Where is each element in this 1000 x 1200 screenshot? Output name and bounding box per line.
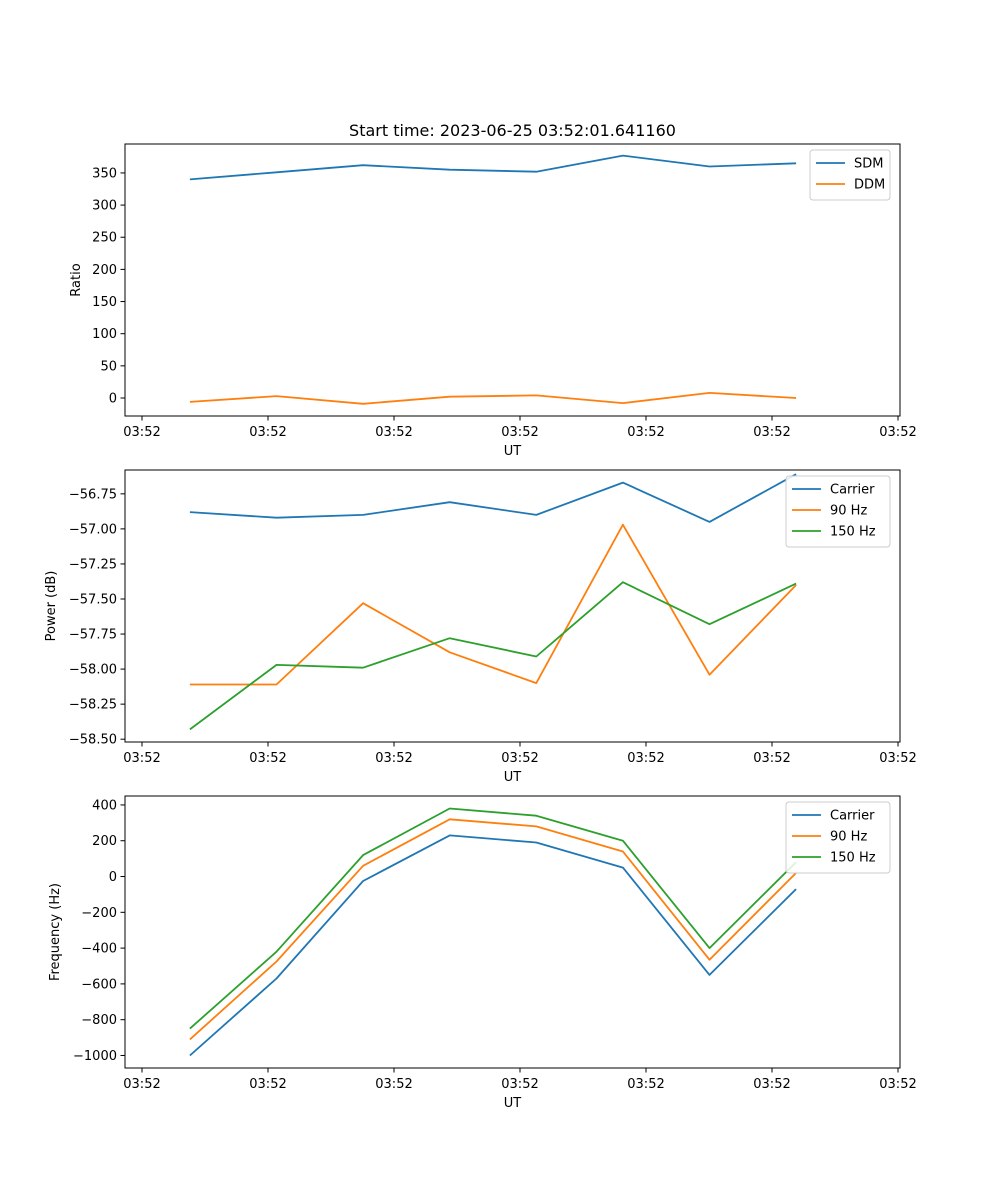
frequency-panel: −1000 −800 −600 −400 −200 0 200 400 03:52 03:52 03…: [48, 795, 917, 1111]
ratio-panel: 0 50 100 150 200 250 300 350 03:52 03:52 03:52 03:5…: [69, 143, 917, 459]
y-tick-label: −57.25: [69, 557, 117, 572]
series-line-carrier: [189, 473, 797, 523]
x-tick-label: 03:52: [753, 425, 790, 440]
y-tick-label: 350: [92, 166, 117, 181]
axes-frame: [124, 795, 901, 1069]
legend-label: 150 Hz: [830, 851, 876, 866]
x-tick-label: 03:52: [753, 1077, 790, 1092]
y-tick-label: 100: [92, 327, 117, 342]
x-tick-label: 03:52: [501, 425, 538, 440]
x-tick-label: 03:52: [879, 1077, 916, 1092]
y-tick-label: 0: [109, 391, 117, 406]
y-tick-label: −1000: [73, 1049, 117, 1064]
y-tick-label: 150: [92, 295, 117, 310]
x-tick-label: 03:52: [501, 1077, 538, 1092]
x-tick-label: 03:52: [375, 751, 412, 766]
y-tick-label: 400: [92, 798, 117, 813]
series-line-ddm: [189, 391, 797, 405]
x-tick-label: 03:52: [123, 1077, 160, 1092]
series-line-carrier: [189, 834, 797, 1057]
y-tick-label: 0: [109, 870, 117, 885]
y-tick-label: −400: [81, 942, 117, 957]
x-tick-label: 03:52: [123, 751, 160, 766]
x-tick-label: 03:52: [879, 425, 916, 440]
axes-frame: [124, 469, 901, 743]
x-tick-label: 03:52: [627, 425, 664, 440]
y-tick-label: 200: [92, 263, 117, 278]
y-tick-label: 200: [92, 834, 117, 849]
power-panel: −58.50 −58.25 −58.00 −57.75 −57.50 −57.25 −57.…: [44, 469, 917, 785]
x-tick-label: 03:52: [879, 751, 916, 766]
legend-label: 150 Hz: [830, 525, 876, 540]
series-line-90-hz: [189, 523, 797, 686]
legend-box: [785, 801, 891, 874]
legend-label: DDM: [854, 178, 885, 193]
y-tick-label: 300: [92, 199, 117, 214]
y-axis-label: Power (dB): [44, 571, 59, 642]
y-tick-label: −57.00: [69, 522, 117, 537]
x-axis-label: UT: [504, 444, 522, 459]
series-line-150-hz: [189, 807, 797, 1030]
x-tick-label: 03:52: [627, 1077, 664, 1092]
legend-label: SDM: [854, 157, 883, 172]
y-axis-label: Frequency (Hz): [48, 883, 63, 981]
chart-title: Start time: 2023-06-25 03:52:01.641160: [349, 121, 676, 140]
x-axis-label: UT: [504, 1096, 522, 1111]
x-tick-label: 03:52: [627, 751, 664, 766]
x-tick-label: 03:52: [375, 1077, 412, 1092]
x-tick-label: 03:52: [375, 425, 412, 440]
y-tick-label: 50: [100, 359, 117, 374]
x-tick-label: 03:52: [249, 751, 286, 766]
y-tick-label: −200: [81, 906, 117, 921]
y-tick-label: −58.50: [69, 733, 117, 748]
series-line-sdm: [189, 154, 797, 181]
y-tick-label: −58.00: [69, 663, 117, 678]
legend-label: Carrier: [830, 809, 875, 824]
y-tick-label: 250: [92, 231, 117, 246]
x-tick-label: 03:52: [753, 751, 790, 766]
legend-label: Carrier: [830, 483, 875, 498]
legend-box: [785, 475, 891, 548]
legend-label: 90 Hz: [830, 830, 867, 845]
x-axis-label: UT: [504, 770, 522, 785]
y-tick-label: −800: [81, 1013, 117, 1028]
x-tick-label: 03:52: [249, 425, 286, 440]
y-tick-label: −600: [81, 977, 117, 992]
x-tick-label: 03:52: [123, 425, 160, 440]
y-tick-label: −56.75: [69, 487, 117, 502]
y-tick-label: −57.75: [69, 628, 117, 643]
series-line-150-hz: [189, 581, 797, 731]
x-tick-label: 03:52: [249, 1077, 286, 1092]
x-tick-label: 03:52: [501, 751, 538, 766]
legend-label: 90 Hz: [830, 504, 867, 519]
y-tick-label: −58.25: [69, 698, 117, 713]
series-line-90-hz: [189, 818, 797, 1041]
y-axis-label: Ratio: [69, 263, 84, 296]
axes-frame: [124, 143, 901, 417]
y-tick-label: −57.50: [69, 592, 117, 607]
